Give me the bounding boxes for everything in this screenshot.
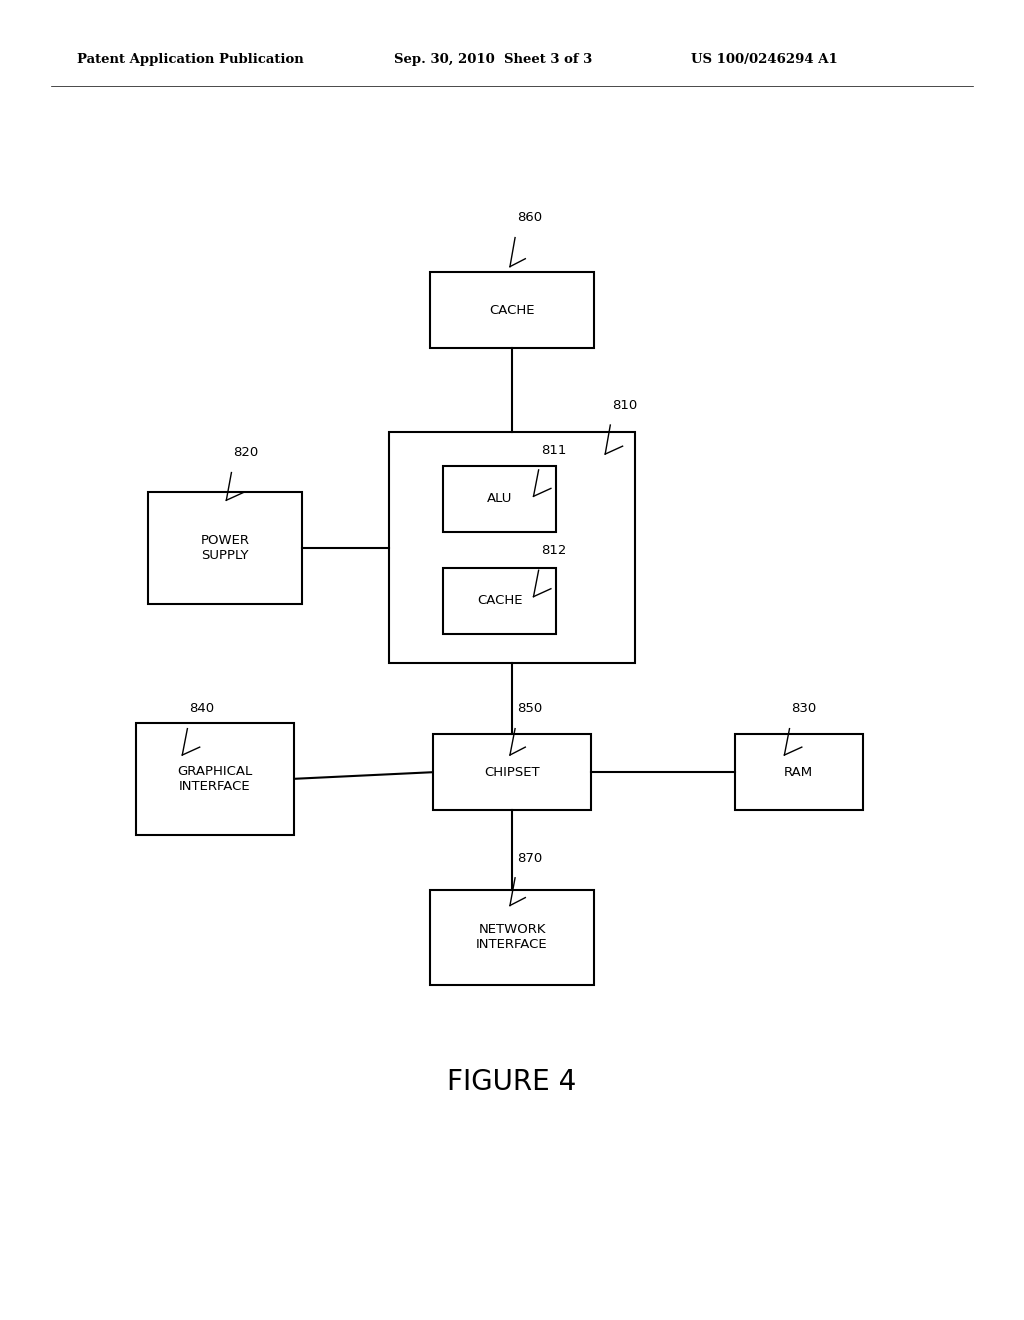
Text: POWER
SUPPLY: POWER SUPPLY xyxy=(201,533,250,562)
Bar xyxy=(430,272,594,348)
Text: 870: 870 xyxy=(517,851,543,865)
Text: CACHE: CACHE xyxy=(489,304,535,317)
Text: 811: 811 xyxy=(541,444,566,457)
Text: Patent Application Publication: Patent Application Publication xyxy=(77,53,303,66)
Text: CHIPSET: CHIPSET xyxy=(484,766,540,779)
Text: 860: 860 xyxy=(517,211,543,224)
Text: NETWORK
INTERFACE: NETWORK INTERFACE xyxy=(476,923,548,952)
Text: 840: 840 xyxy=(189,702,215,715)
Text: 810: 810 xyxy=(612,399,638,412)
Bar xyxy=(443,568,556,634)
Bar xyxy=(430,890,594,985)
Text: GRAPHICAL
INTERFACE: GRAPHICAL INTERFACE xyxy=(177,764,253,793)
Bar xyxy=(148,492,302,605)
Text: 850: 850 xyxy=(517,702,543,715)
Text: FIGURE 4: FIGURE 4 xyxy=(447,1068,577,1097)
Bar xyxy=(135,722,295,834)
Bar xyxy=(432,734,592,810)
Bar xyxy=(389,433,635,664)
Text: US 100/0246294 A1: US 100/0246294 A1 xyxy=(691,53,838,66)
Bar xyxy=(443,466,556,532)
Text: CACHE: CACHE xyxy=(477,594,522,607)
Text: 830: 830 xyxy=(792,702,817,715)
Text: ALU: ALU xyxy=(487,492,512,506)
Text: RAM: RAM xyxy=(784,766,813,779)
Text: 812: 812 xyxy=(541,544,566,557)
Text: 820: 820 xyxy=(233,446,259,459)
Bar xyxy=(735,734,862,810)
Text: Sep. 30, 2010  Sheet 3 of 3: Sep. 30, 2010 Sheet 3 of 3 xyxy=(394,53,593,66)
